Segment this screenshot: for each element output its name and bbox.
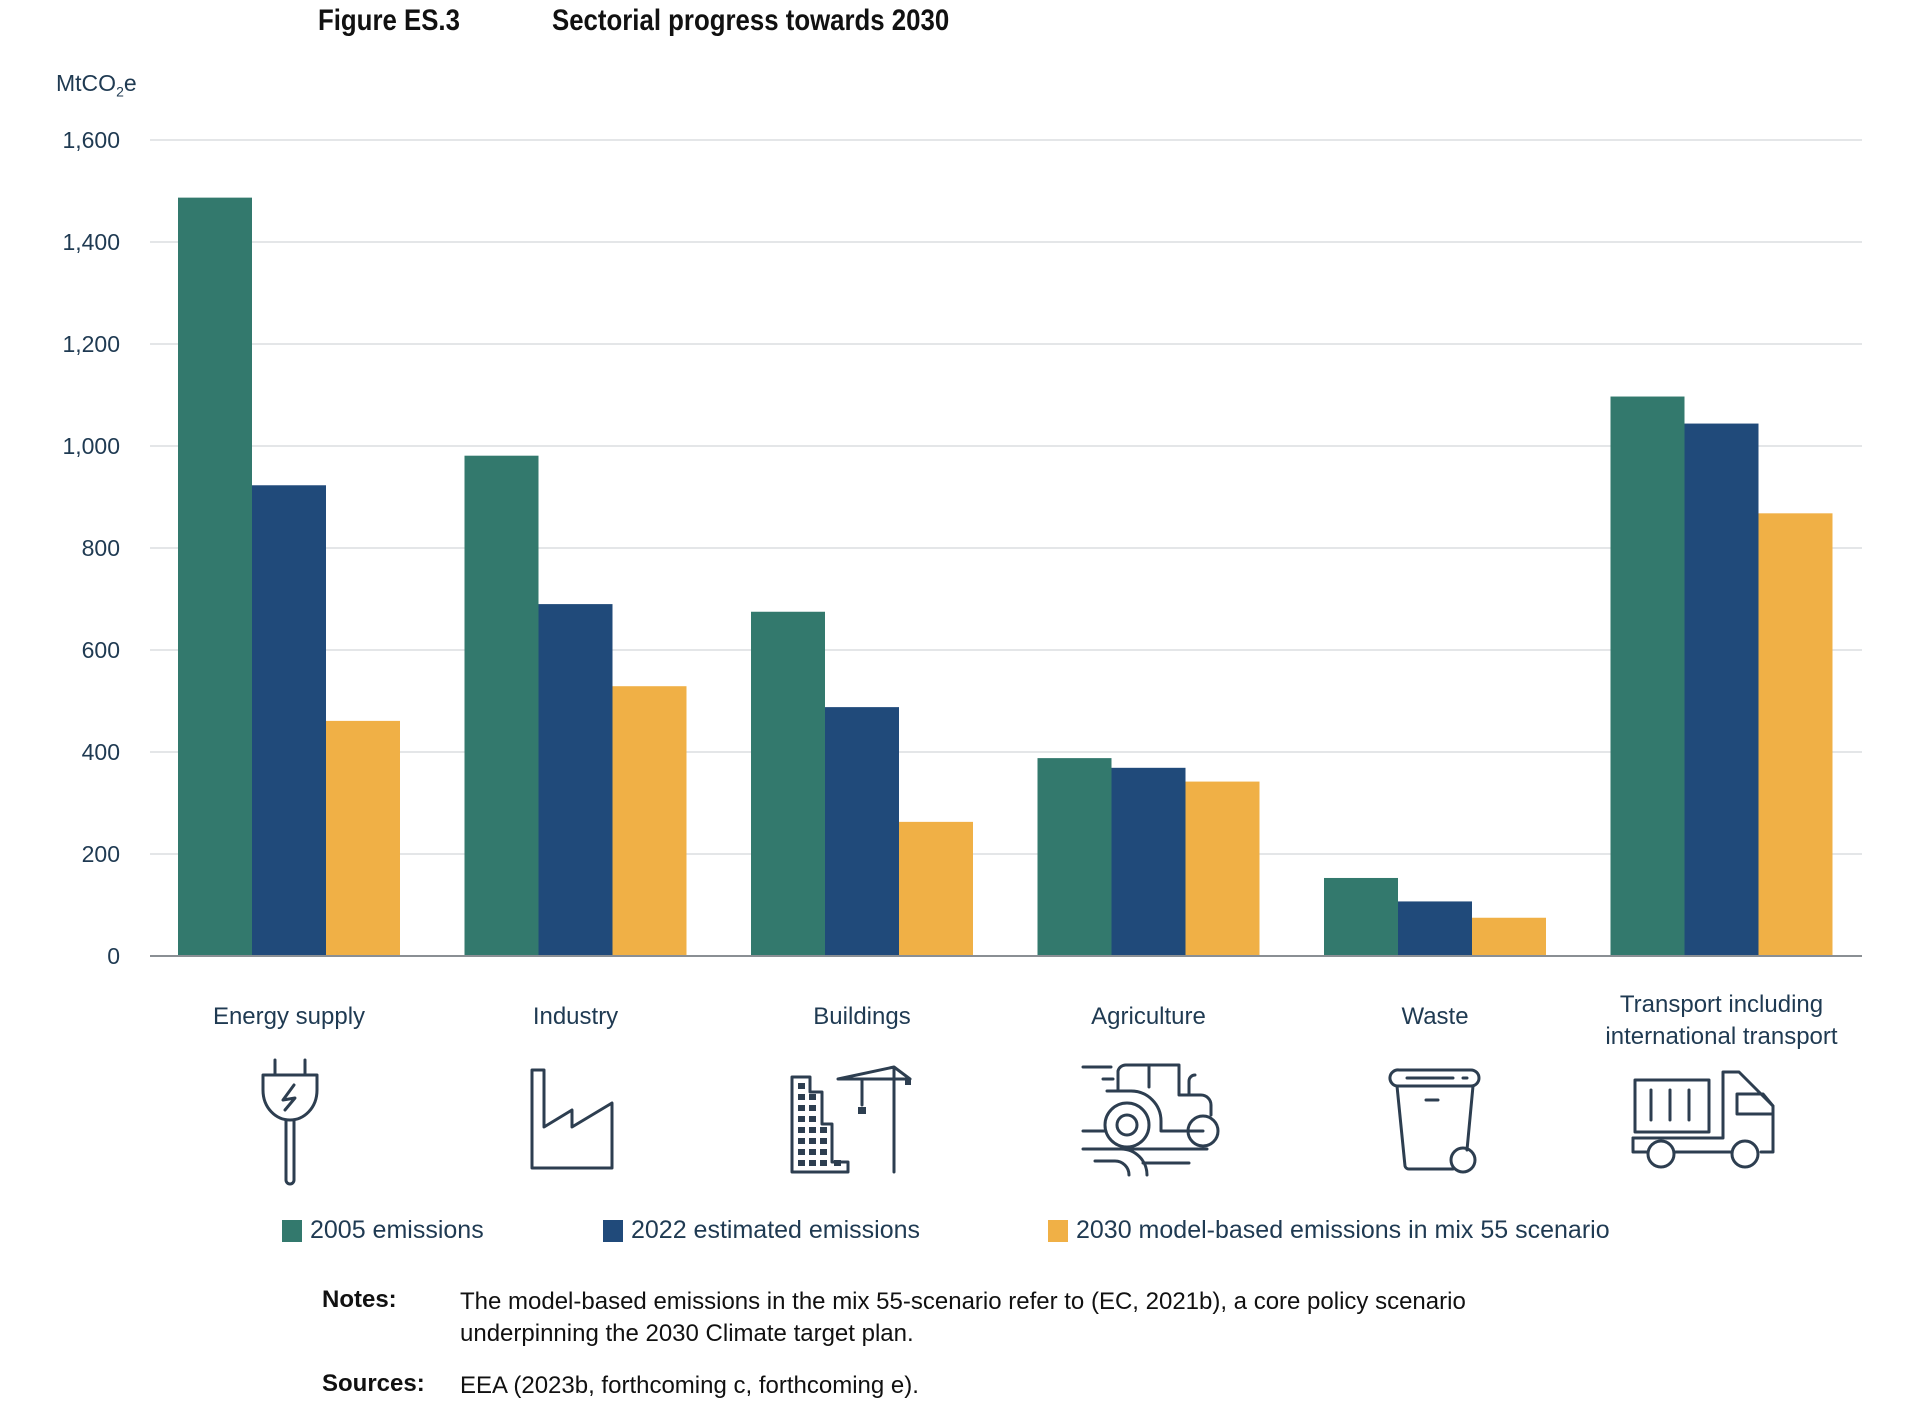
bar-2030-agriculture (1185, 781, 1260, 956)
window (798, 1160, 805, 1166)
y-axis-ticks: 0 200 400 600 800 1,000 1,200 1,400 1,600 (62, 127, 120, 969)
legend-label-2005: 2005 emissions (310, 1216, 484, 1244)
figure-number: Figure ES.3 (318, 4, 460, 37)
window (809, 1094, 816, 1100)
y-tick-label: 800 (82, 535, 120, 561)
y-tick-label: 1,600 (62, 127, 120, 153)
bar-2005-buildings (751, 611, 825, 956)
bar-2005-transport (1610, 396, 1685, 956)
bar-2030-industry (612, 686, 687, 956)
truck-icon (1631, 1070, 1775, 1169)
category-label: Industry (533, 1003, 618, 1030)
y-unit-main: MtCO (56, 70, 117, 96)
category-label: Waste (1401, 1003, 1468, 1030)
window (820, 1160, 827, 1166)
y-tick-label: 400 (82, 739, 120, 765)
window (809, 1160, 816, 1166)
window (798, 1127, 805, 1133)
y-tick-label: 1,200 (62, 331, 120, 357)
building-crane-icon (790, 1065, 912, 1174)
window (809, 1138, 816, 1144)
sources-text: EEA (2023b, forthcoming c, forthcoming e… (460, 1372, 919, 1399)
y-unit-tail: e (123, 70, 137, 96)
bar-2005-waste (1324, 877, 1398, 956)
factory-icon (530, 1068, 614, 1170)
bar-2005-energy (178, 197, 252, 956)
legend-swatch-2005 (282, 1219, 302, 1242)
y-tick-label: 1,400 (62, 229, 120, 255)
window (820, 1149, 827, 1155)
legend-label-2030: 2030 model-based emissions in mix 55 sce… (1076, 1216, 1610, 1244)
legend-swatch-2030 (1048, 1219, 1068, 1242)
window (798, 1083, 805, 1089)
notes-text: The model-based emissions in the mix 55-… (460, 1288, 1466, 1347)
bar-2005-agriculture (1037, 758, 1112, 956)
gridlines (150, 139, 1862, 855)
bar-2022-buildings (825, 707, 899, 956)
y-tick-label: 600 (82, 637, 120, 663)
window (798, 1138, 805, 1144)
category-label: international transport (1605, 1023, 1837, 1050)
window (798, 1149, 805, 1155)
bar-2022-transport (1684, 423, 1759, 956)
category-labels: Energy supply Industry Buildings Agricultur… (213, 991, 1838, 1050)
plug-icon (261, 1058, 319, 1186)
window (834, 1160, 841, 1166)
category-label: Energy supply (213, 1003, 365, 1030)
bar-2022-energy (252, 485, 326, 956)
legend-item-2022: 2022 estimated emissions (603, 1216, 920, 1245)
y-axis-unit-label: MtCO2e (56, 70, 137, 100)
legend-item-2005: 2005 emissions (282, 1216, 484, 1245)
legend-label-2022: 2022 estimated emissions (631, 1216, 921, 1244)
window (820, 1127, 827, 1133)
waste-bin-icon (1388, 1068, 1481, 1174)
category-label: Transport including (1620, 991, 1823, 1018)
window (809, 1149, 816, 1155)
sources-label: Sources: (322, 1370, 425, 1397)
bar-2022-industry (538, 604, 613, 956)
window (820, 1138, 827, 1144)
bar-2022-waste (1398, 901, 1472, 956)
category-label: Buildings (813, 1003, 910, 1030)
window (809, 1127, 816, 1133)
bar-2030-buildings (899, 821, 973, 956)
window (809, 1116, 816, 1122)
tractor-icon (1081, 1063, 1220, 1177)
bar-2030-transport (1758, 513, 1833, 956)
figure-title: Sectorial progress towards 2030 (552, 4, 950, 37)
y-tick-label: 0 (107, 943, 120, 969)
bars (178, 197, 1833, 956)
y-tick-label: 200 (82, 841, 120, 867)
notes-label: Notes: (322, 1286, 397, 1313)
window (798, 1105, 805, 1111)
bar-2005-industry (464, 455, 539, 956)
window (798, 1094, 805, 1100)
window (809, 1105, 816, 1111)
y-tick-label: 1,000 (62, 433, 120, 459)
category-label: Agriculture (1091, 1003, 1206, 1030)
bar-2030-waste (1472, 917, 1546, 956)
legend-swatch-2022 (603, 1219, 623, 1242)
y-unit-subscript: 2 (116, 83, 124, 100)
bar-2022-agriculture (1111, 767, 1186, 956)
legend-item-2030: 2030 model-based emissions in mix 55 sce… (1048, 1216, 1610, 1245)
bar-2030-energy (326, 720, 400, 956)
bar-chart: 0 200 400 600 800 1,000 1,200 1,400 1,600 Energy… (62, 127, 1862, 1186)
window (798, 1116, 805, 1122)
